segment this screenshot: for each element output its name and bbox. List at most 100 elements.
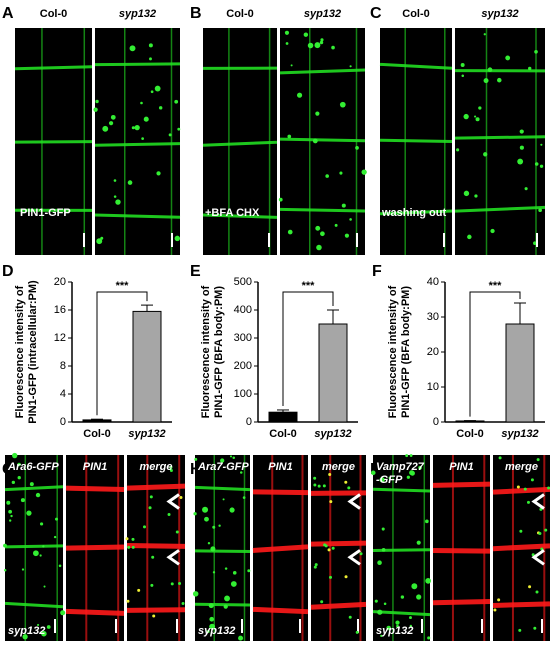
cell-wall [310,601,367,610]
vesicle [523,487,527,491]
vesicle [131,537,135,541]
vesicle [478,106,482,110]
vesicle [418,465,422,470]
vesicle [287,134,292,139]
vesicle [296,92,303,98]
vesicle [39,522,44,526]
vesicle [125,537,129,541]
vesicle [143,116,149,122]
vesicle [314,563,318,567]
vesicle [463,113,469,120]
panel-label: D [2,263,14,280]
vesicle [12,452,18,459]
vesicle [55,517,59,521]
y-tick-label: 40 [427,276,439,288]
vesicle [285,42,289,45]
vesicle [524,187,528,191]
panel-label: C [370,5,382,22]
vesicle [8,509,12,514]
vesicle [381,527,385,531]
vesicle [381,548,386,552]
micrograph [311,455,366,641]
vesicle [313,565,317,569]
vesicle [379,477,385,483]
cell-wall [252,489,309,496]
arrowhead [166,549,180,566]
vesicle [322,484,326,488]
vesicle [175,530,179,534]
vesicle [374,599,378,603]
vesicle [505,55,511,61]
image-caption: washing out [381,207,447,219]
y-tick-label: 16 [54,304,66,316]
vesicle [202,506,209,513]
vesicle [174,99,179,104]
vesicle [209,623,216,630]
vesicle [534,162,539,166]
vesicle [409,616,412,619]
cell-wall [126,607,186,613]
vesicle [386,625,391,631]
genotype-label: syp132 [8,625,45,637]
vesicle [177,127,181,131]
vesicle [170,582,174,586]
cell-wall [492,601,550,608]
image-caption: PIN1-GFP [20,207,71,219]
cell-wall [65,485,125,492]
vesicle [126,599,130,603]
vesicle [396,624,399,628]
cell-wall [4,485,64,492]
y-tick-label: 500 [234,276,252,288]
vesicle [22,634,28,640]
y-tick-label: 400 [234,304,252,316]
y-tick-label: 0 [433,416,439,428]
vesicle [538,532,542,536]
vesicle [100,236,104,240]
vesicle [220,458,225,463]
y-tick-label: 0 [246,416,252,428]
vesicle [344,480,348,484]
vesicle [371,470,376,476]
vesicle [327,548,331,552]
vesicle [149,495,153,499]
cell-wall [492,486,550,495]
vesicle [315,225,321,231]
panel-label: I [370,461,374,478]
vesicle [174,235,181,242]
vesicle [425,519,429,524]
vesicle [142,525,146,529]
vesicle [416,540,421,545]
vesicle [303,32,309,37]
vesicle [377,560,382,566]
y-axis-label: PIN1-GFP (intracellular:PM) [27,280,39,424]
vesicle [158,106,163,110]
arrowhead [531,493,545,510]
cell-wall [454,205,546,213]
vesicle [383,602,387,606]
vesicle [355,146,359,150]
cell-wall [379,138,453,143]
vesicle [339,101,346,108]
vesicle [349,218,352,221]
vesicle [113,195,117,198]
vesicle [131,126,135,130]
panel-label: A [2,5,14,22]
cell-wall [65,544,125,551]
vesicle [37,623,40,626]
x-tick-label: Col-0 [269,428,297,440]
bar [505,323,535,423]
vesicle [229,507,235,513]
vesicle [140,101,143,105]
cell-wall [94,142,181,147]
bar [455,420,485,423]
cell-wall [310,540,367,547]
vesicle [134,124,140,131]
vesicle [533,626,537,630]
vesicle [323,543,327,547]
vesicle [411,583,418,590]
vesicle [192,591,199,597]
vesicle [95,99,99,104]
cell-wall [279,207,366,213]
vesicle [141,137,144,140]
bar [132,310,162,423]
